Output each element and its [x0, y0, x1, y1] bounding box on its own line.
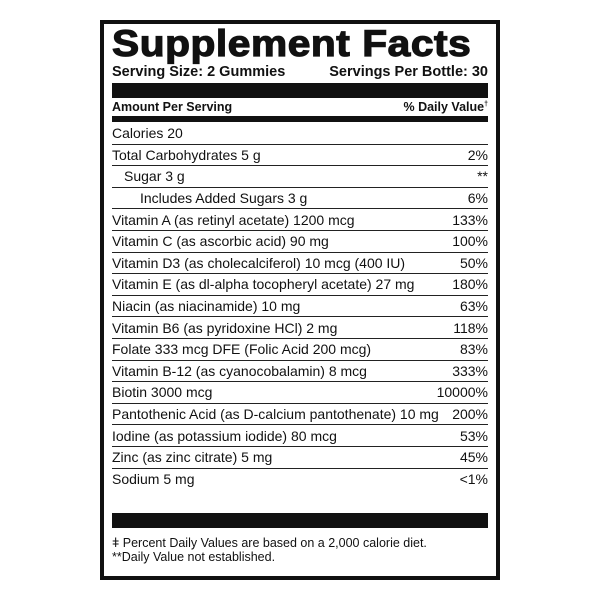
amount-per-serving-label: Amount Per Serving	[112, 100, 233, 114]
nutrient-row: Total Carbohydrates 5 g 2%	[112, 145, 488, 167]
nutrient-dv: 200%	[452, 406, 488, 423]
nutrient-row: Biotin 3000 mcg 10000%	[112, 382, 488, 404]
nutrient-name: Total Carbohydrates 5 g	[112, 146, 261, 163]
nutrient-dv: 6%	[467, 190, 488, 207]
nutrient-dv: **	[477, 168, 488, 185]
nutrient-dv: 83%	[459, 341, 488, 358]
nutrient-row: Vitamin A (as retinyl acetate) 1200 mcg 1…	[112, 209, 488, 231]
nutrient-name: Vitamin C (as ascorbic acid) 90 mg	[112, 233, 329, 250]
nutrient-row: Includes Added Sugars 3 g 6%	[112, 188, 488, 210]
nutrient-name: Zinc (as zinc citrate) 5 mg	[112, 449, 273, 466]
nutrient-name: Calories 20	[112, 125, 183, 142]
footnotes: ǂ Percent Daily Values are based on a 2,…	[112, 536, 427, 564]
nutrient-dv: 180%	[452, 276, 488, 293]
nutrient-name: Sugar 3 g	[124, 168, 185, 185]
medium-divider	[112, 116, 488, 122]
nutrient-dv: 53%	[459, 427, 488, 444]
nutrient-row: Zinc (as zinc citrate) 5 mg 45%	[112, 447, 488, 469]
nutrient-row: Calories 20	[112, 123, 488, 145]
column-header: Amount Per Serving % Daily Value†	[112, 100, 488, 114]
nutrient-name: Vitamin A (as retinyl acetate) 1200 mcg	[112, 211, 355, 228]
nutrient-row: Pantothenic Acid (as D-calcium pantothen…	[112, 404, 488, 426]
nutrient-row: Iodine (as potassium iodide) 80 mcg 53%	[112, 425, 488, 447]
nutrient-row: Niacin (as niacinamide) 10 mg 63%	[112, 296, 488, 318]
footnote-not-established: **Daily Value not established.	[112, 550, 276, 564]
nutrient-row: Vitamin B6 (as pyridoxine HCl) 2 mg 118%	[112, 317, 488, 339]
nutrient-dv: 2%	[467, 146, 488, 163]
nutrient-name: Vitamin D3 (as cholecalciferol) 10 mcg (…	[112, 254, 406, 271]
nutrient-dv: 63%	[459, 298, 488, 315]
nutrient-name: Vitamin B-12 (as cyanocobalamin) 8 mcg	[112, 362, 367, 379]
nutrient-name: Biotin 3000 mcg	[112, 384, 213, 401]
nutrient-name: Niacin (as niacinamide) 10 mg	[112, 298, 301, 315]
daily-value-text: % Daily Value	[403, 100, 485, 114]
footnote-daily-values: ǂ Percent Daily Values are based on a 2,…	[112, 536, 427, 550]
nutrient-row: Sugar 3 g **	[112, 166, 488, 188]
nutrient-dv: 333%	[452, 362, 488, 379]
nutrient-list: Calories 20 Total Carbohydrates 5 g 2% Suga…	[112, 123, 488, 489]
nutrient-name: Pantothenic Acid (as D-calcium pantothen…	[112, 406, 439, 423]
nutrient-name: Vitamin B6 (as pyridoxine HCl) 2 mg	[112, 319, 338, 336]
nutrient-row: Sodium 5 mg <1%	[112, 469, 488, 490]
serving-info: Serving Size: 2 Gummies Servings Per Bot…	[112, 64, 488, 80]
thick-divider	[112, 83, 488, 98]
supplement-facts-panel: Supplement Facts Serving Size: 2 Gummies…	[100, 20, 500, 580]
dagger-mark: †	[484, 100, 488, 108]
nutrient-dv: 50%	[459, 254, 488, 271]
nutrient-dv: 118%	[453, 319, 488, 336]
nutrient-name: Sodium 5 mg	[112, 470, 195, 487]
nutrient-dv: <1%	[459, 470, 488, 487]
panel-title: Supplement Facts	[111, 23, 472, 64]
nutrient-name: Folate 333 mcg DFE (Folic Acid 200 mcg)	[112, 341, 372, 358]
nutrient-row: Vitamin E (as dl-alpha tocopheryl acetat…	[112, 274, 488, 296]
nutrient-row: Folate 333 mcg DFE (Folic Acid 200 mcg) 8…	[112, 339, 488, 361]
nutrient-name: Iodine (as potassium iodide) 80 mcg	[112, 427, 337, 444]
nutrient-name: Includes Added Sugars 3 g	[140, 190, 308, 207]
nutrient-row: Vitamin B-12 (as cyanocobalamin) 8 mcg 33…	[112, 361, 488, 383]
servings-per-bottle: Servings Per Bottle: 30	[329, 64, 488, 80]
nutrient-row: Vitamin D3 (as cholecalciferol) 10 mcg (…	[112, 253, 488, 275]
nutrient-name: Vitamin E (as dl-alpha tocopheryl acetat…	[112, 276, 415, 293]
daily-value-label: % Daily Value†	[403, 100, 488, 114]
nutrient-dv: 100%	[452, 233, 488, 250]
nutrient-dv: 45%	[459, 449, 488, 466]
nutrient-row: Vitamin C (as ascorbic acid) 90 mg 100%	[112, 231, 488, 253]
bottom-divider	[112, 513, 488, 528]
serving-size: Serving Size: 2 Gummies	[112, 64, 286, 80]
nutrient-dv: 133%	[452, 211, 488, 228]
nutrient-dv: 10000%	[436, 384, 488, 401]
